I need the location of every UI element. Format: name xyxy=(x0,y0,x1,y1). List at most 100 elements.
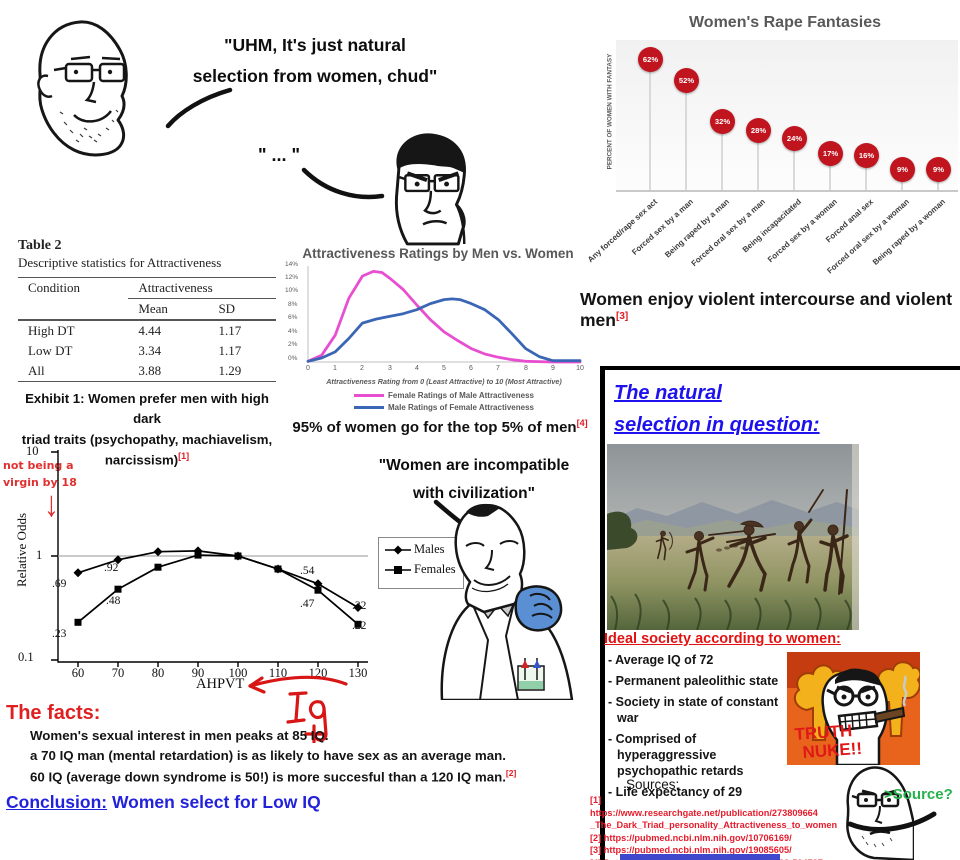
xtick: 100 xyxy=(228,666,248,680)
point-label: .54 xyxy=(300,565,315,577)
rape-chart-title: Women's Rape Fantasies xyxy=(688,14,881,31)
attractiveness-chart xyxy=(306,266,582,364)
data-point: 9% xyxy=(890,157,915,182)
xtick: 9 xyxy=(551,365,555,372)
point-label: .69 xyxy=(52,578,67,590)
point-label: .48 xyxy=(106,595,121,607)
speech-curve-icon xyxy=(165,87,233,129)
down-arrow-icon: ↓ xyxy=(44,484,59,525)
ideal-society-heading: Ideal society according to women: xyxy=(604,631,841,647)
facts-heading: The facts: xyxy=(6,702,101,724)
xtick: 60 xyxy=(71,666,85,680)
lollipop-stem xyxy=(685,80,687,190)
red-iq-scribble-icon xyxy=(248,675,348,743)
data-point: 52% xyxy=(674,68,699,93)
natural-selection-heading: The natural selection in question: xyxy=(614,382,820,436)
ref-4: [4] xyxy=(576,418,588,428)
paleolithic-battle-painting xyxy=(607,444,859,630)
scientist-wojak xyxy=(440,503,574,700)
point-label: .22 xyxy=(352,620,367,632)
table2: Condition Attractiveness Mean SD High DT… xyxy=(18,277,276,382)
xtick: 110 xyxy=(268,666,288,680)
col-sd: SD xyxy=(208,298,276,321)
ytick: 4% xyxy=(288,328,298,335)
angry-wojak-face xyxy=(394,133,466,246)
xtick: 6 xyxy=(469,365,473,372)
ytick: 14% xyxy=(285,261,299,268)
data-point: 28% xyxy=(746,118,771,143)
source-line: [2] https://pubmed.ncbi.nlm.nih.gov/1070… xyxy=(590,832,792,843)
exhibit1-caption: Exhibit 1: Women prefer men with high da… xyxy=(21,391,273,468)
xtick: 0 xyxy=(306,365,310,372)
legend-label: Males xyxy=(414,542,445,556)
data-point: 62% xyxy=(638,47,663,72)
ytick: 12% xyxy=(285,274,299,281)
attractiveness-xlabel: Attractiveness Rating from 0 (Least Attr… xyxy=(326,377,562,386)
list-item: - Life expectancy of 29 xyxy=(608,785,743,799)
lollipop-stem xyxy=(865,155,867,190)
col-attractiveness: Attractiveness xyxy=(128,277,276,299)
data-point: 24% xyxy=(782,126,807,151)
point-label: .92 xyxy=(104,562,119,574)
ytick: 0% xyxy=(288,355,298,362)
females-line xyxy=(77,554,359,625)
xtick: 70 xyxy=(111,666,125,680)
point-label: .32 xyxy=(352,600,367,612)
lollipop-stem xyxy=(829,153,831,190)
speech-uhm-line1: "UHM, It's just natural xyxy=(224,35,406,55)
speech-uhm: "UHM, It's just natural selection from w… xyxy=(150,30,480,91)
conclusion-label: Conclusion: xyxy=(6,792,108,812)
data-point: 32% xyxy=(710,109,735,134)
rape-chart-caption: Women enjoy violent intercourse and viol… xyxy=(580,289,953,330)
ytick: 10% xyxy=(285,287,299,294)
attractiveness-caption: 95% of women go for the top 5% of men[4] xyxy=(292,418,588,436)
fact-line: 60 IQ (average down syndrome is 50!) is … xyxy=(30,768,517,785)
speech-curve-icon xyxy=(847,811,937,832)
lollipop-stem xyxy=(721,121,723,190)
xtick: 3 xyxy=(388,365,392,372)
legend-label: Male Ratings of Female Attractiveness xyxy=(388,403,534,412)
specimen-icon xyxy=(517,658,545,691)
data-point: 17% xyxy=(818,141,843,166)
ytick: 6% xyxy=(288,314,298,321)
males-line xyxy=(77,550,359,609)
panel-divider-top xyxy=(600,366,960,370)
ref-2: [2] xyxy=(505,768,517,778)
data-point: 9% xyxy=(926,157,951,182)
xtick: 2 xyxy=(360,365,364,372)
legend-label: Females xyxy=(414,562,456,576)
sources-heading: Sources: xyxy=(626,777,680,792)
ytick: 0.1 xyxy=(18,650,34,664)
xtick: 7 xyxy=(496,365,500,372)
list-item: - Society in state of constant war xyxy=(608,695,779,725)
males-legend-marker xyxy=(385,545,411,554)
truth-nuke-text-line1: TRUTH xyxy=(794,721,853,744)
table-row: All 3.88 1.29 xyxy=(18,361,276,382)
table2-title: Table 2 xyxy=(18,238,62,253)
source-line: _The_Dark_Triad_personality_Attractivene… xyxy=(590,820,838,831)
xtick: 8 xyxy=(524,365,528,372)
lollipop-stem xyxy=(793,138,795,190)
ytick: 8% xyxy=(288,301,298,308)
smug-wojak-face xyxy=(37,20,128,157)
speech-uhm-line2: selection from women, chud" xyxy=(192,65,438,86)
bottom-blue-strip xyxy=(620,854,780,860)
xtick: 80 xyxy=(151,666,165,680)
table-row: High DT 4.44 1.17 xyxy=(28,323,242,338)
lollipop-stem xyxy=(757,130,759,190)
relative-odds-chart xyxy=(51,450,368,667)
ytick: 10 xyxy=(26,444,39,458)
male-ratings-curve xyxy=(306,297,582,363)
fact-line: a 70 IQ man (mental retardation) is as l… xyxy=(30,748,506,763)
table-row: Low DT 3.34 1.17 xyxy=(28,343,242,358)
ref-1: [1] xyxy=(178,451,190,462)
source-line: [1] https://www.researchgate.net/publica… xyxy=(590,795,818,818)
lollipop-stem xyxy=(649,59,651,190)
col-mean: Mean xyxy=(128,298,209,321)
fact-line: Women's sexual interest in men peaks at … xyxy=(30,728,329,743)
attractiveness-chart-title: Attractiveness Ratings by Men vs. Women xyxy=(302,246,574,261)
conclusion: Conclusion: Women select for Low IQ xyxy=(6,792,321,813)
table2-subtitle: Descriptive statistics for Attractivenes… xyxy=(18,255,222,270)
attractiveness-legend: Female Ratings of Male Attractiveness Ma… xyxy=(306,391,582,412)
female-ratings-curve xyxy=(306,270,582,364)
